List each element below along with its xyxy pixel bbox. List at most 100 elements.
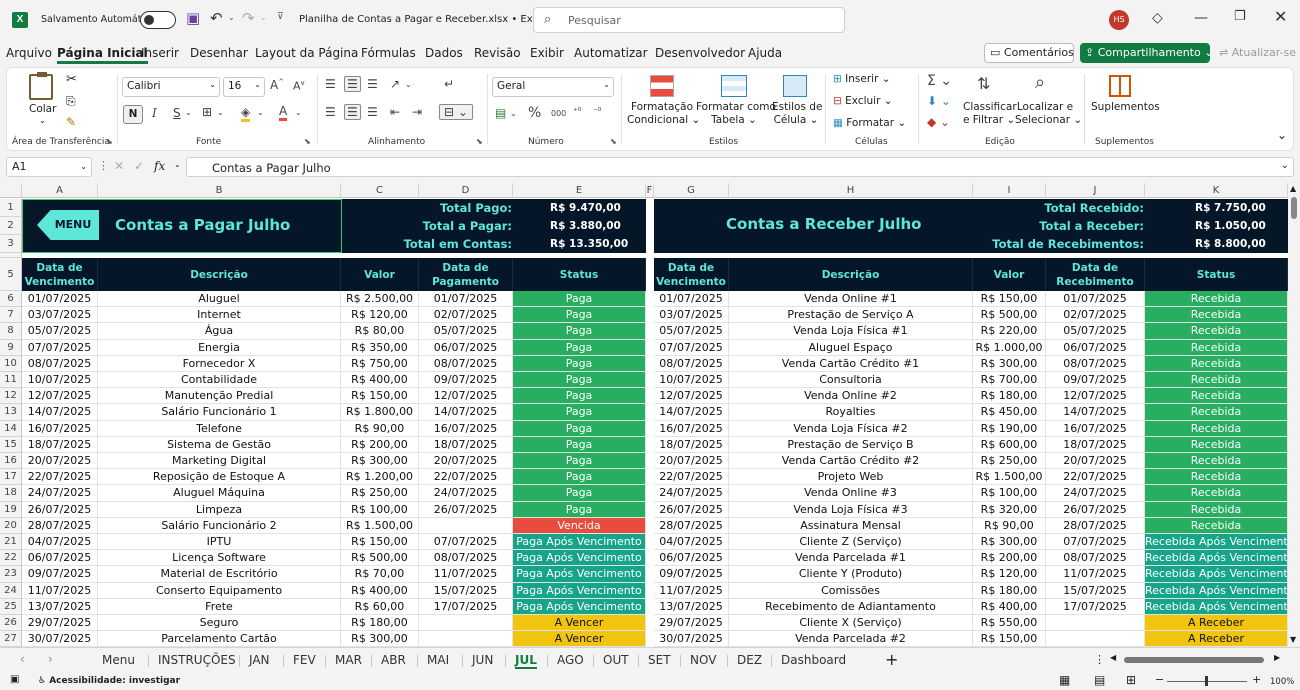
column-header[interactable]: H xyxy=(729,183,973,198)
column-header[interactable]: A xyxy=(22,183,98,198)
table-cell[interactable]: 01/07/2025 xyxy=(22,291,98,308)
table-cell[interactable]: R$ 750,00 xyxy=(341,355,419,372)
table-cell[interactable]: Aluguel xyxy=(98,291,341,308)
wrap-text-icon[interactable]: ↵ xyxy=(444,77,455,91)
status-badge[interactable]: Paga xyxy=(513,307,646,324)
table-cell[interactable]: Licença Software xyxy=(98,550,341,567)
table-cell[interactable]: R$ 180,00 xyxy=(341,615,419,632)
table-cell[interactable]: IPTU xyxy=(98,534,341,551)
chevron-down-icon[interactable]: ⌄ xyxy=(228,13,235,22)
table-cell[interactable]: 30/07/2025 xyxy=(654,631,729,647)
page-break-icon[interactable]: ⊞ xyxy=(1126,673,1137,687)
table-cell[interactable]: Seguro xyxy=(98,615,341,632)
table-cell[interactable]: 08/07/2025 xyxy=(419,355,513,372)
paste-icon[interactable] xyxy=(29,72,53,100)
table-cell[interactable]: R$ 350,00 xyxy=(341,339,419,356)
table-cell[interactable]: 22/07/2025 xyxy=(22,469,98,486)
status-badge[interactable]: Recebida xyxy=(1145,323,1288,340)
menu-item[interactable]: Inserir xyxy=(141,46,179,60)
paste-button[interactable]: Colar xyxy=(29,103,57,115)
row-header[interactable]: 13 xyxy=(0,404,22,421)
table-cell[interactable]: 26/07/2025 xyxy=(419,501,513,518)
table-cell[interactable]: 02/07/2025 xyxy=(1046,307,1145,324)
collapse-ribbon-icon[interactable]: ⌄ xyxy=(1277,128,1288,142)
row-header[interactable]: 16 xyxy=(0,453,22,470)
tab-menu[interactable]: Menu xyxy=(102,653,135,667)
table-cell[interactable] xyxy=(1046,615,1145,632)
status-badge[interactable]: Recebida xyxy=(1145,355,1288,372)
row-header[interactable] xyxy=(0,253,22,258)
table-cell[interactable]: Venda Loja Física #1 xyxy=(729,323,973,340)
table-cell[interactable]: R$ 300,00 xyxy=(973,355,1046,372)
status-badge[interactable]: Paga xyxy=(513,469,646,486)
table-cell[interactable]: Energia xyxy=(98,339,341,356)
table-cell[interactable]: R$ 70,00 xyxy=(341,566,419,583)
table-cell[interactable]: R$ 2.500,00 xyxy=(341,291,419,308)
table-cell[interactable]: R$ 90,00 xyxy=(973,517,1046,534)
cell-styles-button[interactable]: Estilos de Célula ⌄ xyxy=(772,101,823,126)
menu-item[interactable]: Automatizar xyxy=(574,46,648,60)
table-cell[interactable]: Venda Online #2 xyxy=(729,388,973,405)
table-cell[interactable]: 05/07/2025 xyxy=(22,323,98,340)
sort-filter-icon[interactable]: ⇅ xyxy=(977,74,991,93)
orientation-icon[interactable]: ↗ xyxy=(390,77,401,91)
table-cell[interactable]: Internet xyxy=(98,307,341,324)
table-cell[interactable]: R$ 90,00 xyxy=(341,420,419,437)
row-header[interactable]: 5 xyxy=(0,258,22,291)
table-cell[interactable]: 26/07/2025 xyxy=(1046,501,1145,518)
table-cell[interactable]: R$ 320,00 xyxy=(973,501,1046,518)
table-cell[interactable]: R$ 400,00 xyxy=(973,598,1046,615)
dialog-launcher-icon[interactable]: ⬊ xyxy=(476,137,483,146)
status-badge[interactable]: Recebida xyxy=(1145,372,1288,389)
find-select-icon[interactable]: ⌕ xyxy=(1035,72,1046,93)
table-cell[interactable]: R$ 120,00 xyxy=(973,566,1046,583)
table-cell[interactable]: R$ 150,00 xyxy=(341,534,419,551)
dialog-launcher-icon[interactable]: ⬊ xyxy=(106,137,113,146)
tab-set[interactable]: SET xyxy=(648,653,671,667)
decrease-font-icon[interactable]: Av xyxy=(293,79,305,93)
table-cell[interactable]: Limpeza xyxy=(98,501,341,518)
format-as-table-button[interactable]: Formatar como Tabela ⌄ xyxy=(696,101,776,126)
table-cell[interactable]: Venda Online #1 xyxy=(729,291,973,308)
status-badge[interactable]: Paga Após Vencimento xyxy=(513,566,646,583)
tab-out[interactable]: OUT xyxy=(603,653,629,667)
tab-fev[interactable]: FEV xyxy=(293,653,316,667)
table-cell[interactable]: 03/07/2025 xyxy=(654,307,729,324)
table-cell[interactable]: R$ 700,00 xyxy=(973,372,1046,389)
table-cell[interactable]: 05/07/2025 xyxy=(654,323,729,340)
table-cell[interactable]: 24/07/2025 xyxy=(654,485,729,502)
vertical-scrollbar[interactable]: ▲ ▼ xyxy=(1288,183,1300,647)
row-header[interactable]: 18 xyxy=(0,485,22,502)
table-cell[interactable]: R$ 120,00 xyxy=(341,307,419,324)
table-cell[interactable]: R$ 200,00 xyxy=(973,550,1046,567)
table-cell[interactable]: R$ 500,00 xyxy=(341,550,419,567)
row-header[interactable]: 2 xyxy=(0,217,22,235)
table-cell[interactable]: Contabilidade xyxy=(98,372,341,389)
table-cell[interactable]: Venda Cartão Crédito #1 xyxy=(729,355,973,372)
status-badge[interactable]: Paga xyxy=(513,453,646,470)
table-cell[interactable]: Venda Loja Física #2 xyxy=(729,420,973,437)
row-header[interactable]: 9 xyxy=(0,339,22,356)
table-cell[interactable]: R$ 180,00 xyxy=(973,388,1046,405)
table-cell[interactable]: R$ 190,00 xyxy=(973,420,1046,437)
font-name-select[interactable]: Calibri ⌄ xyxy=(122,77,220,97)
horizontal-scrollbar[interactable]: ◀ ▶ xyxy=(1110,653,1285,664)
menu-item[interactable]: Ajuda xyxy=(748,46,783,60)
number-format-select[interactable]: Geral ⌄ xyxy=(492,77,614,97)
menu-item[interactable]: Desenvolvedor xyxy=(655,46,746,60)
chevron-down-icon[interactable]: ⌄ xyxy=(174,160,181,169)
prev-sheet-icon[interactable]: ‹ xyxy=(20,652,25,666)
table-cell[interactable]: 13/07/2025 xyxy=(22,598,98,615)
table-cell[interactable]: 04/07/2025 xyxy=(654,534,729,551)
status-badge[interactable]: Recebida Após Vencimento xyxy=(1145,582,1288,599)
table-cell[interactable]: R$ 250,00 xyxy=(341,485,419,502)
table-cell[interactable]: 18/07/2025 xyxy=(1046,436,1145,453)
table-cell[interactable]: 20/07/2025 xyxy=(22,453,98,470)
table-cell[interactable]: 13/07/2025 xyxy=(654,598,729,615)
tab-instruções[interactable]: INSTRUÇÕES xyxy=(158,653,236,667)
status-badge[interactable]: Recebida xyxy=(1145,307,1288,324)
chevron-down-icon[interactable]: ⌄ xyxy=(257,108,264,117)
menu-item[interactable]: Desenhar xyxy=(190,46,248,60)
table-cell[interactable]: 24/07/2025 xyxy=(419,485,513,502)
name-box[interactable]: A1 ⌄ xyxy=(6,157,92,177)
